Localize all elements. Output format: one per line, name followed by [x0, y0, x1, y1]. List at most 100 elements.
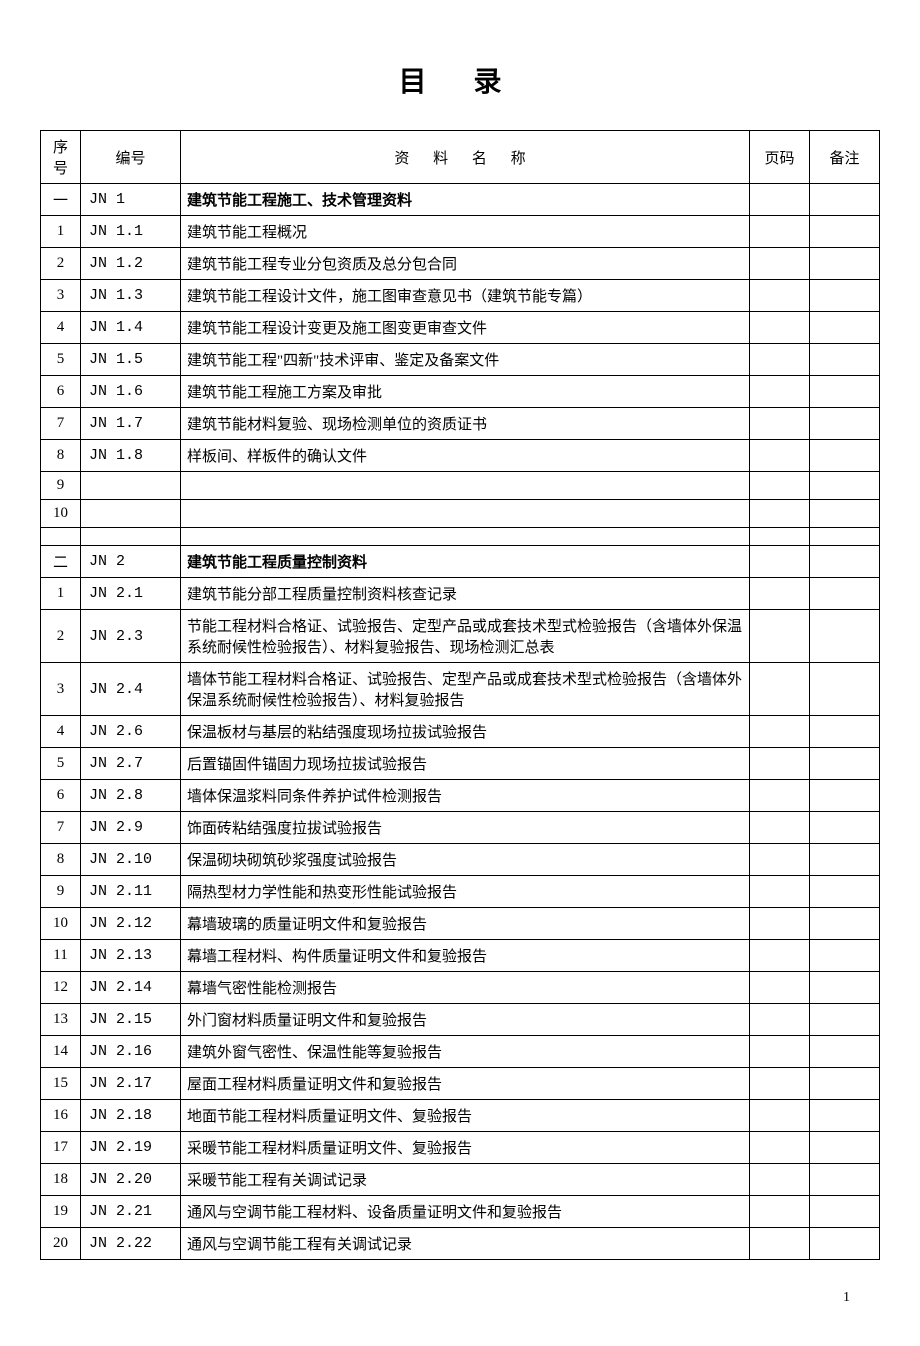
page-cell — [750, 472, 810, 500]
name-cell: 建筑节能工程设计变更及施工图变更审查文件 — [181, 312, 750, 344]
table-row: 4JN 1.4建筑节能工程设计变更及施工图变更审查文件 — [41, 312, 880, 344]
note-cell — [810, 216, 880, 248]
note-cell — [810, 248, 880, 280]
note-cell — [810, 440, 880, 472]
seq-cell: 1 — [41, 578, 81, 610]
code-cell: JN 2.10 — [81, 844, 181, 876]
code-cell: JN 2.9 — [81, 812, 181, 844]
page-cell — [750, 408, 810, 440]
seq-cell: 5 — [41, 748, 81, 780]
seq-cell: 5 — [41, 344, 81, 376]
note-cell — [810, 610, 880, 663]
code-cell: JN 2.20 — [81, 1164, 181, 1196]
page-cell — [750, 344, 810, 376]
note-cell — [810, 908, 880, 940]
page-cell — [750, 748, 810, 780]
code-cell: JN 1.2 — [81, 248, 181, 280]
seq-cell: 2 — [41, 248, 81, 280]
name-cell — [181, 500, 750, 528]
name-cell: 保温砌块砌筑砂浆强度试验报告 — [181, 844, 750, 876]
page-cell — [750, 1228, 810, 1260]
code-cell: JN 2.18 — [81, 1100, 181, 1132]
seq-cell: 1 — [41, 216, 81, 248]
table-row: 9JN 2.11隔热型材力学性能和热变形性能试验报告 — [41, 876, 880, 908]
note-cell — [810, 376, 880, 408]
table-row: 19JN 2.21通风与空调节能工程材料、设备质量证明文件和复验报告 — [41, 1196, 880, 1228]
name-cell: 饰面砖粘结强度拉拔试验报告 — [181, 812, 750, 844]
name-cell: 地面节能工程材料质量证明文件、复验报告 — [181, 1100, 750, 1132]
spacer-row — [41, 528, 880, 546]
page-cell — [750, 1036, 810, 1068]
table-row: 9 — [41, 472, 880, 500]
seq-cell: 20 — [41, 1228, 81, 1260]
name-cell: 幕墙气密性能检测报告 — [181, 972, 750, 1004]
name-cell: 隔热型材力学性能和热变形性能试验报告 — [181, 876, 750, 908]
seq-cell: 二 — [41, 546, 81, 578]
name-cell: 建筑节能工程"四新"技术评审、鉴定及备案文件 — [181, 344, 750, 376]
note-cell — [810, 1068, 880, 1100]
seq-cell: 9 — [41, 472, 81, 500]
note-cell — [810, 663, 880, 716]
page-cell — [750, 546, 810, 578]
code-cell: JN 2.3 — [81, 610, 181, 663]
seq-cell: 3 — [41, 280, 81, 312]
page-cell — [750, 812, 810, 844]
code-cell: JN 2.22 — [81, 1228, 181, 1260]
code-cell: JN 1.6 — [81, 376, 181, 408]
page-cell — [750, 972, 810, 1004]
note-cell — [810, 780, 880, 812]
page-cell — [750, 716, 810, 748]
note-cell — [810, 1228, 880, 1260]
note-cell — [810, 280, 880, 312]
page-number: 1 — [40, 1290, 880, 1306]
page-cell — [750, 500, 810, 528]
note-cell — [810, 1036, 880, 1068]
header-name: 资 料 名 称 — [181, 131, 750, 184]
table-row: 16JN 2.18地面节能工程材料质量证明文件、复验报告 — [41, 1100, 880, 1132]
name-cell: 建筑节能工程质量控制资料 — [181, 546, 750, 578]
table-row: 8JN 1.8样板间、样板件的确认文件 — [41, 440, 880, 472]
code-cell: JN 1.4 — [81, 312, 181, 344]
code-cell: JN 2.21 — [81, 1196, 181, 1228]
code-cell: JN 2.19 — [81, 1132, 181, 1164]
page-title: 目 录 — [40, 60, 880, 100]
toc-table: 序号 编号 资 料 名 称 页码 备注 一JN 1建筑节能工程施工、技术管理资料… — [40, 130, 880, 1260]
seq-cell: 13 — [41, 1004, 81, 1036]
table-row: 17JN 2.19采暖节能工程材料质量证明文件、复验报告 — [41, 1132, 880, 1164]
seq-cell: 18 — [41, 1164, 81, 1196]
page-cell — [750, 248, 810, 280]
note-cell — [810, 408, 880, 440]
page-cell — [750, 216, 810, 248]
seq-cell: 4 — [41, 312, 81, 344]
page-cell — [750, 1196, 810, 1228]
name-cell: 屋面工程材料质量证明文件和复验报告 — [181, 1068, 750, 1100]
table-row: 6JN 1.6建筑节能工程施工方案及审批 — [41, 376, 880, 408]
table-row: 13JN 2.15外门窗材料质量证明文件和复验报告 — [41, 1004, 880, 1036]
note-cell — [810, 716, 880, 748]
header-seq: 序号 — [41, 131, 81, 184]
note-cell — [810, 812, 880, 844]
page-cell — [750, 280, 810, 312]
page-cell — [750, 1132, 810, 1164]
note-cell — [810, 500, 880, 528]
note-cell — [810, 1164, 880, 1196]
seq-cell: 2 — [41, 610, 81, 663]
table-row: 7JN 1.7建筑节能材料复验、现场检测单位的资质证书 — [41, 408, 880, 440]
seq-cell: 8 — [41, 844, 81, 876]
table-header-row: 序号 编号 资 料 名 称 页码 备注 — [41, 131, 880, 184]
table-row: 5JN 1.5建筑节能工程"四新"技术评审、鉴定及备案文件 — [41, 344, 880, 376]
name-cell: 样板间、样板件的确认文件 — [181, 440, 750, 472]
code-cell: JN 1.7 — [81, 408, 181, 440]
table-row: 2JN 1.2建筑节能工程专业分包资质及总分包合同 — [41, 248, 880, 280]
page-cell — [750, 1004, 810, 1036]
seq-cell: 9 — [41, 876, 81, 908]
table-row: 10JN 2.12幕墙玻璃的质量证明文件和复验报告 — [41, 908, 880, 940]
table-row: 15JN 2.17屋面工程材料质量证明文件和复验报告 — [41, 1068, 880, 1100]
name-cell — [181, 472, 750, 500]
name-cell: 幕墙工程材料、构件质量证明文件和复验报告 — [181, 940, 750, 972]
page-cell — [750, 663, 810, 716]
code-cell: JN 2.11 — [81, 876, 181, 908]
note-cell — [810, 184, 880, 216]
seq-cell: 10 — [41, 500, 81, 528]
note-cell — [810, 876, 880, 908]
